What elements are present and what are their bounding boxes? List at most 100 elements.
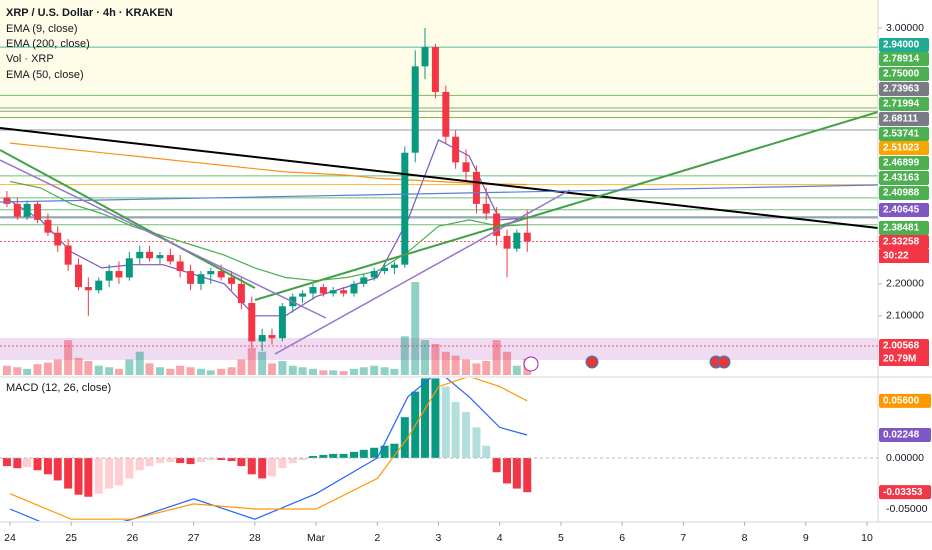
macd-line bbox=[9, 378, 528, 521]
macd-histogram-bar bbox=[2, 457, 11, 467]
macd-histogram-bar bbox=[370, 447, 379, 458]
volume-bar bbox=[267, 363, 276, 375]
macd-histogram-bar bbox=[298, 457, 307, 461]
event-icon[interactable] bbox=[585, 355, 599, 369]
x-tick-label: 9 bbox=[803, 532, 809, 544]
macd-histogram-bar bbox=[339, 453, 348, 458]
axes: 24 25 26 27 28 Mar 2 3 4 5 6 7 8 9 10 3.00000 2.20000 2.1… bbox=[4, 22, 931, 544]
candle-body bbox=[13, 203, 21, 217]
volume-bar bbox=[135, 351, 144, 375]
macd-histogram-bar bbox=[64, 457, 73, 489]
price-tag bbox=[879, 141, 929, 155]
candle-body bbox=[75, 264, 83, 288]
support-band bbox=[0, 338, 878, 360]
macd-histogram-bar bbox=[329, 453, 338, 458]
candle-body bbox=[187, 271, 195, 284]
price-tag-label: 2.68111 bbox=[883, 114, 918, 125]
macd-histogram-bar bbox=[380, 445, 389, 458]
volume-bar bbox=[237, 359, 246, 375]
macd-histogram-bar bbox=[94, 457, 103, 494]
legend-entry[interactable]: MACD (12, 26, close) bbox=[6, 382, 111, 394]
macd-histogram-bar bbox=[155, 457, 164, 464]
candle-body bbox=[513, 232, 521, 249]
candle-body bbox=[176, 261, 184, 272]
volume-tag bbox=[879, 352, 929, 366]
price-tag-label: 2.43163 bbox=[883, 173, 920, 184]
candle-body bbox=[268, 335, 276, 339]
macd-histogram-bar bbox=[258, 457, 267, 479]
candle-body bbox=[125, 258, 133, 278]
macd-tag bbox=[879, 428, 931, 443]
legend-entry[interactable]: EMA (9, close) bbox=[6, 23, 78, 35]
y-tick-label: -0.05000 bbox=[886, 503, 928, 515]
volume-bar bbox=[206, 370, 215, 375]
volume-bar bbox=[84, 361, 93, 375]
legend-entry[interactable]: Vol · XRP bbox=[6, 53, 54, 65]
candle-body bbox=[34, 203, 42, 220]
price-tag bbox=[879, 221, 929, 235]
macd-histogram-bar bbox=[217, 457, 226, 461]
price-tag bbox=[879, 112, 929, 126]
macd-histogram-bar bbox=[176, 457, 185, 464]
x-tick-label: 28 bbox=[249, 532, 261, 544]
y-tick-label: 2.10000 bbox=[886, 310, 924, 322]
candle-body bbox=[136, 251, 144, 259]
volume-bar bbox=[53, 359, 62, 375]
macd-histogram-bar bbox=[125, 457, 134, 479]
candle-body bbox=[217, 271, 225, 278]
macd-histogram-bar bbox=[74, 457, 83, 495]
symbol-title[interactable]: XRP / U.S. Dollar · 4h · KRAKEN bbox=[6, 7, 173, 19]
volume-bar bbox=[217, 368, 226, 375]
legend-entry[interactable]: EMA (50, close) bbox=[6, 69, 84, 81]
event-icon[interactable] bbox=[717, 355, 731, 369]
volume-bar bbox=[166, 368, 175, 375]
volume-bar bbox=[329, 370, 338, 375]
volume-bar bbox=[43, 362, 52, 375]
x-tick-label: 5 bbox=[558, 532, 564, 544]
macd-histogram-bar bbox=[503, 457, 512, 484]
candle-body bbox=[442, 91, 450, 137]
macd-histogram-bar bbox=[421, 378, 430, 458]
price-tag-label: 2.71994 bbox=[883, 99, 920, 110]
price-tag bbox=[879, 97, 929, 111]
macd-histogram-bar bbox=[247, 457, 256, 475]
legend-entry[interactable]: EMA (200, close) bbox=[6, 38, 90, 50]
price-tag-label: 2.40645 bbox=[883, 205, 920, 216]
volume-bar bbox=[462, 359, 471, 375]
macd-histogram-bar bbox=[114, 457, 123, 486]
macd-histogram-bar bbox=[13, 457, 22, 469]
x-tick-label: 27 bbox=[188, 532, 200, 544]
volume-bar bbox=[2, 365, 11, 375]
x-tick-label: 3 bbox=[436, 532, 442, 544]
x-tick-label: 8 bbox=[742, 532, 748, 544]
volume-bar bbox=[339, 371, 348, 375]
price-tag bbox=[879, 186, 929, 200]
candle-body bbox=[278, 306, 286, 339]
volume-bar bbox=[411, 282, 420, 375]
y-tick-label: 0.00000 bbox=[886, 452, 924, 464]
event-icon[interactable] bbox=[523, 356, 539, 372]
candle-body bbox=[207, 271, 215, 275]
macd-histogram-bar bbox=[23, 457, 32, 468]
candle-body bbox=[462, 162, 470, 172]
volume-bar bbox=[421, 340, 430, 375]
price-tag-label: 2.40988 bbox=[883, 188, 920, 199]
volume-bar bbox=[227, 367, 236, 375]
volume-bar bbox=[431, 344, 440, 375]
volume-bar bbox=[13, 367, 22, 375]
y-tick-label: 3.00000 bbox=[886, 22, 924, 34]
trend-line bbox=[0, 127, 878, 229]
candle-body bbox=[23, 203, 31, 217]
zone-shade bbox=[0, 0, 878, 120]
volume-bar bbox=[105, 367, 114, 375]
price-tag-label: 2.53741 bbox=[883, 129, 920, 140]
macd-histogram-bar bbox=[166, 457, 175, 463]
macd-histogram-bar bbox=[431, 378, 440, 458]
price-tag-label: 2.51023 bbox=[883, 143, 920, 154]
macd-histogram-bar bbox=[43, 457, 52, 475]
candle-body bbox=[258, 335, 266, 342]
volume-bar bbox=[298, 367, 307, 375]
volume-bar bbox=[94, 365, 103, 375]
volume-bar bbox=[196, 368, 205, 375]
